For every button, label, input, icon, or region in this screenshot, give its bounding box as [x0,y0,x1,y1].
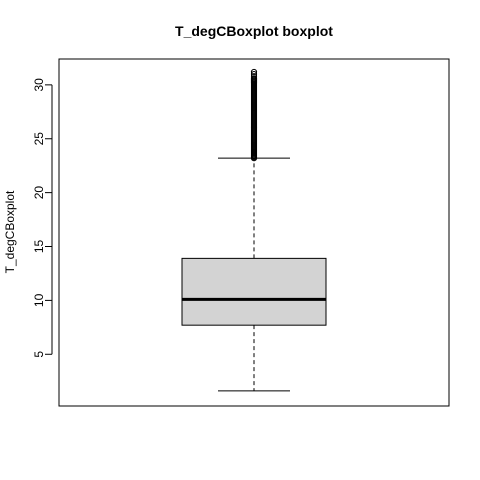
outlier-point [250,68,258,76]
y-tick-label: 30 [32,78,46,92]
y-tick-label: 10 [32,293,46,307]
box-group [181,157,327,392]
y-tick-label: 5 [32,351,46,358]
y-axis: 5 10 15 20 25 30 [32,78,53,358]
y-axis-label: T_degCBoxplot [3,190,17,273]
iqr-box [181,257,327,326]
y-tick-label: 20 [32,186,46,200]
plot-frame [58,58,450,407]
outlier-point [250,75,258,82]
outlier-point [250,73,258,80]
outlier-points [250,68,258,162]
chart-title: T_degCBoxplot boxplot [175,23,333,39]
y-tick-label: 25 [32,132,46,146]
outlier-point [250,70,258,78]
y-tick-label: 15 [32,240,46,254]
